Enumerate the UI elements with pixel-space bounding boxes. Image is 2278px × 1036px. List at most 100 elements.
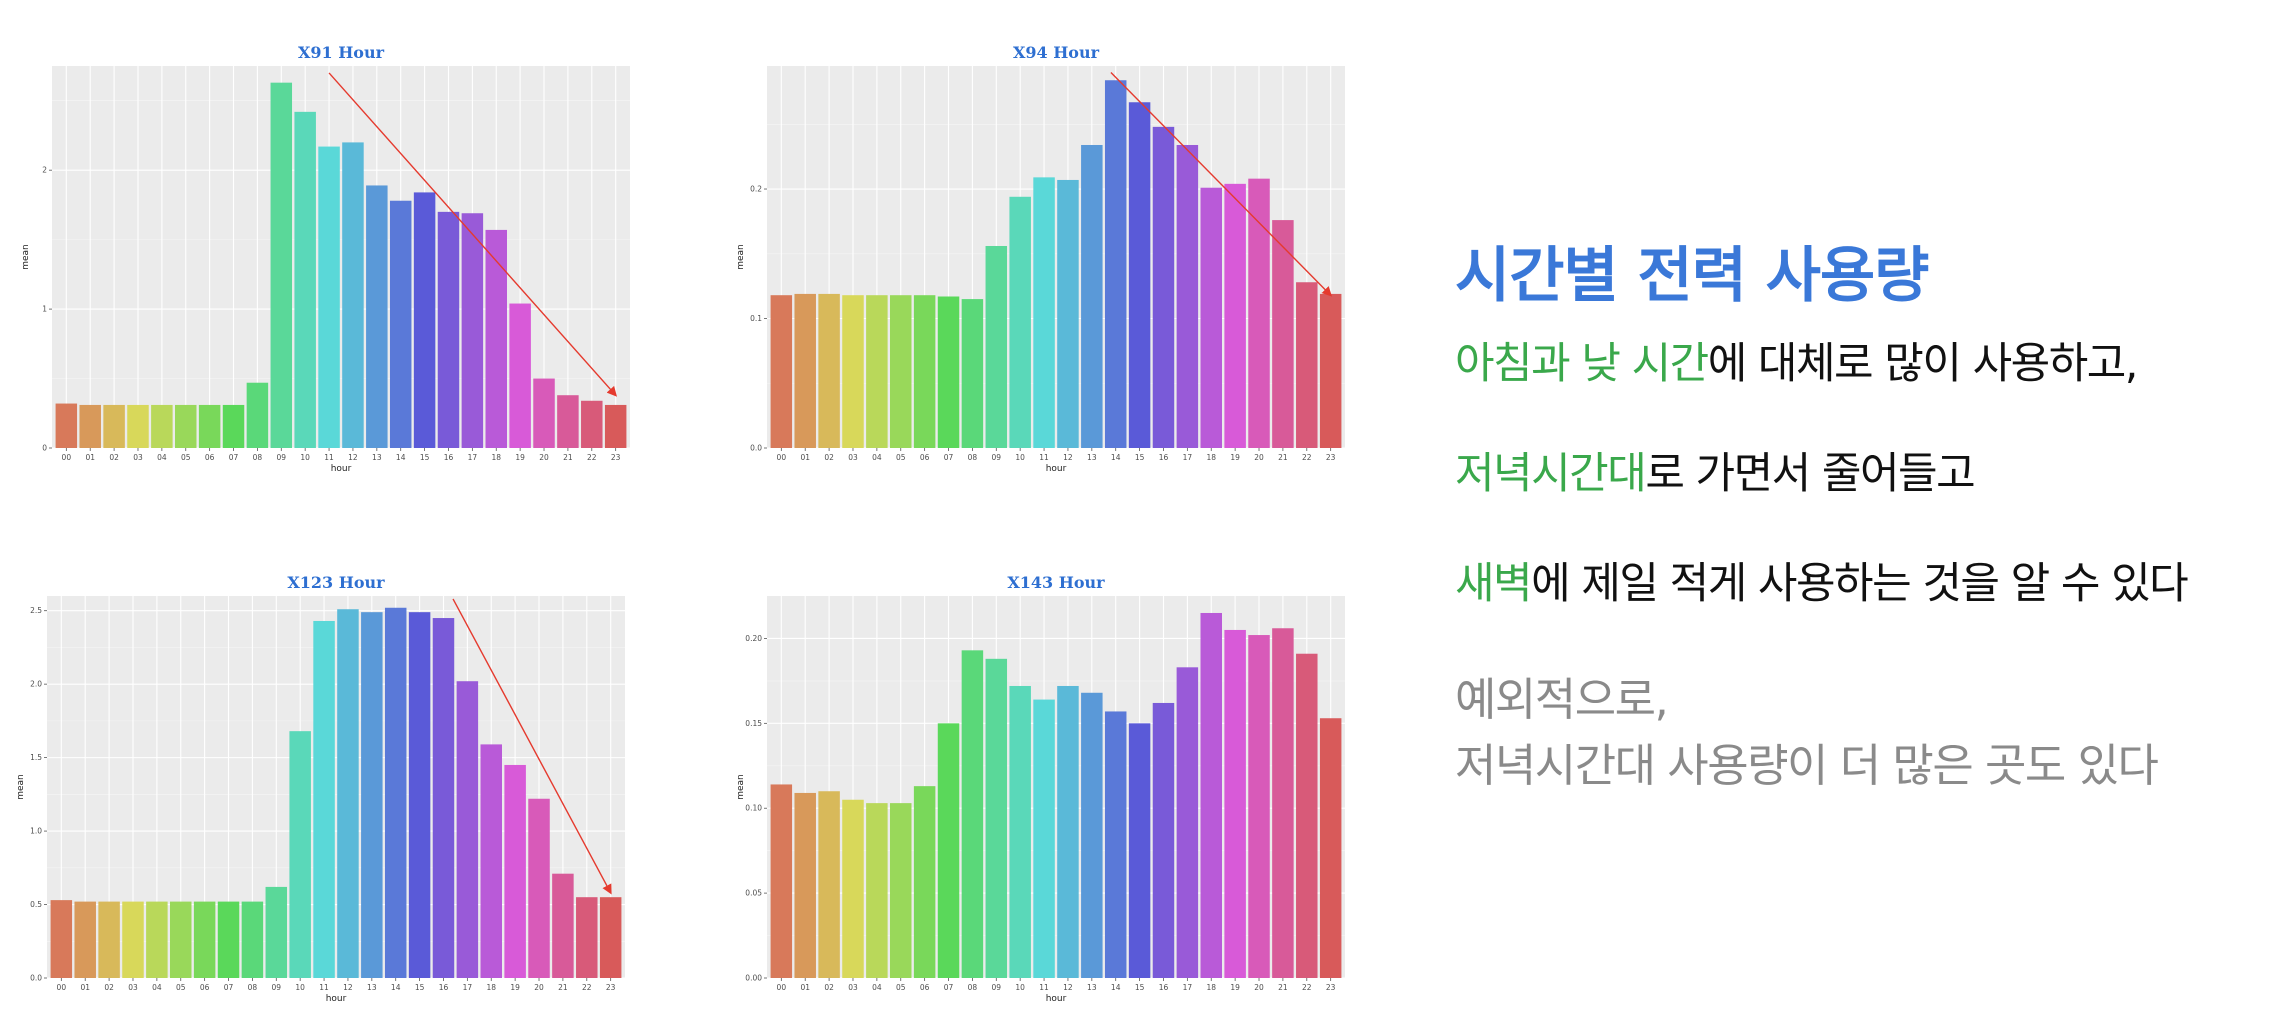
x-tick-label: 02 xyxy=(104,983,114,992)
trend-arrow xyxy=(328,72,617,397)
bar-hour-17 xyxy=(1176,667,1199,978)
bar-hour-09 xyxy=(265,886,288,978)
x-tick-label: 08 xyxy=(253,453,263,462)
bar-hour-11 xyxy=(318,146,340,449)
trend-arrow xyxy=(452,598,612,895)
y-tick-label: 1 xyxy=(42,305,47,314)
bar-hour-23 xyxy=(599,897,622,978)
bar-hour-16 xyxy=(432,618,455,978)
bar-hour-13 xyxy=(366,185,388,448)
x-tick-label: 16 xyxy=(1159,983,1169,992)
summary-panel: 시간별 전력 사용량 아침과 낮 시간에 대체로 많이 사용하고, 저녁시간대로… xyxy=(1455,240,2275,798)
y-tick-label: 1.0 xyxy=(30,827,42,836)
bar-hour-16 xyxy=(437,211,460,448)
x-tick-label: 19 xyxy=(515,453,525,462)
bar-hour-14 xyxy=(384,607,407,978)
summary-line-day: 아침과 낮 시간에 대체로 많이 사용하고, xyxy=(1455,338,2275,392)
x-tick-label: 12 xyxy=(1063,453,1073,462)
x-tick-label: 01 xyxy=(85,453,95,462)
x-tick-label: 21 xyxy=(1278,983,1288,992)
x-tick-label: 05 xyxy=(896,453,906,462)
x-tick-label: 08 xyxy=(248,983,258,992)
x-tick-label: 23 xyxy=(606,983,616,992)
highlight-morning-day: 아침과 낮 시간 xyxy=(1455,339,1709,389)
x-tick-label: 20 xyxy=(539,453,549,462)
bar-hour-20 xyxy=(1248,635,1270,978)
chart-title: X143 Hour xyxy=(1007,573,1105,592)
bar-hour-03 xyxy=(122,901,144,978)
x-tick-label: 01 xyxy=(800,983,810,992)
bar-hour-07 xyxy=(217,901,240,978)
chart-title: X91 Hour xyxy=(298,43,385,62)
x-tick-label: 12 xyxy=(343,983,353,992)
highlight-dawn: 새벽 xyxy=(1455,558,1533,609)
x-tick-label: 22 xyxy=(1302,453,1312,462)
y-tick-label: 1.5 xyxy=(30,753,42,762)
x-tick-label: 08 xyxy=(968,453,978,462)
exception-note: 예외적으로, 저녁시간대 사용량이 더 많은 곳도 있다 xyxy=(1455,667,2275,798)
x-tick-label: 00 xyxy=(777,453,787,462)
y-tick-label: 2.0 xyxy=(30,680,42,689)
bar-hour-17 xyxy=(461,213,484,448)
x-tick-label: 01 xyxy=(80,983,90,992)
bar-hour-09 xyxy=(985,245,1008,448)
x-tick-label: 07 xyxy=(229,453,239,462)
bar-hour-17 xyxy=(456,681,479,978)
bar-hour-05 xyxy=(170,901,192,978)
x-tick-label: 17 xyxy=(468,453,478,462)
y-tick-label: 0.05 xyxy=(745,889,762,898)
x-tick-label: 04 xyxy=(872,453,882,462)
x-tick-label: 00 xyxy=(62,453,72,462)
bar-hour-15 xyxy=(408,612,431,978)
bar-hour-00 xyxy=(50,900,73,978)
x-tick-label: 19 xyxy=(1230,983,1240,992)
bar-hour-18 xyxy=(1200,187,1222,448)
bar-hour-04 xyxy=(866,295,888,448)
x-tick-label: 21 xyxy=(563,453,573,462)
bar-hour-02 xyxy=(103,404,125,448)
x-tick-label: 18 xyxy=(1206,983,1216,992)
bar-hour-02 xyxy=(818,791,840,978)
x-tick-label: 19 xyxy=(510,983,520,992)
x-tick-label: 15 xyxy=(1135,983,1145,992)
bar-hour-21 xyxy=(1272,628,1294,978)
x-tick-label: 09 xyxy=(992,453,1002,462)
x-tick-label: 03 xyxy=(848,453,858,462)
bar-hour-23 xyxy=(1319,718,1342,978)
bar-hour-20 xyxy=(533,378,555,448)
exception-line-2: 저녁시간대 사용량이 더 많은 곳도 있다 xyxy=(1455,738,2159,792)
bar-hour-11 xyxy=(1033,177,1055,448)
x-tick-label: 10 xyxy=(300,453,310,462)
chart-x123-hour: X123 Hour 0.0 0.5 1.0 1.5 2.0 2.5 00 01 02 03 04 05 0… xyxy=(15,572,635,1030)
bar-hour-08 xyxy=(961,299,984,448)
bar-hour-04 xyxy=(866,803,888,978)
x-tick-label: 07 xyxy=(944,453,954,462)
y-axis-title: mean xyxy=(21,244,31,270)
bar-hour-00 xyxy=(770,784,793,978)
x-tick-label: 13 xyxy=(1087,983,1097,992)
trend-arrow xyxy=(1110,71,1333,297)
summary-line-dawn-rest: 에 제일 적게 사용하는 것을 알 수 있다 xyxy=(1531,558,2189,609)
bar-hour-20 xyxy=(1248,178,1270,448)
bar-hour-18 xyxy=(485,229,507,448)
x-tick-label: 19 xyxy=(1230,453,1240,462)
bar-hour-16 xyxy=(1152,702,1175,978)
x-tick-label: 17 xyxy=(1183,453,1193,462)
bar-hour-23 xyxy=(1319,293,1342,448)
bar-hour-05 xyxy=(890,803,912,978)
x-tick-label: 22 xyxy=(582,983,592,992)
x-tick-label: 05 xyxy=(176,983,186,992)
bar-hour-15 xyxy=(413,192,436,448)
bar-hour-10 xyxy=(1009,685,1031,978)
bar-hour-09 xyxy=(270,82,293,448)
x-tick-label: 06 xyxy=(920,453,930,462)
x-tick-label: 20 xyxy=(1254,983,1264,992)
chart-title: X123 Hour xyxy=(287,573,385,592)
bar-hour-21 xyxy=(557,395,579,448)
x-tick-label: 21 xyxy=(1278,453,1288,462)
summary-title: 시간별 전력 사용량 xyxy=(1455,241,1929,311)
x-tick-label: 13 xyxy=(1087,453,1097,462)
x-tick-label: 17 xyxy=(1183,983,1193,992)
x-tick-label: 03 xyxy=(133,453,143,462)
